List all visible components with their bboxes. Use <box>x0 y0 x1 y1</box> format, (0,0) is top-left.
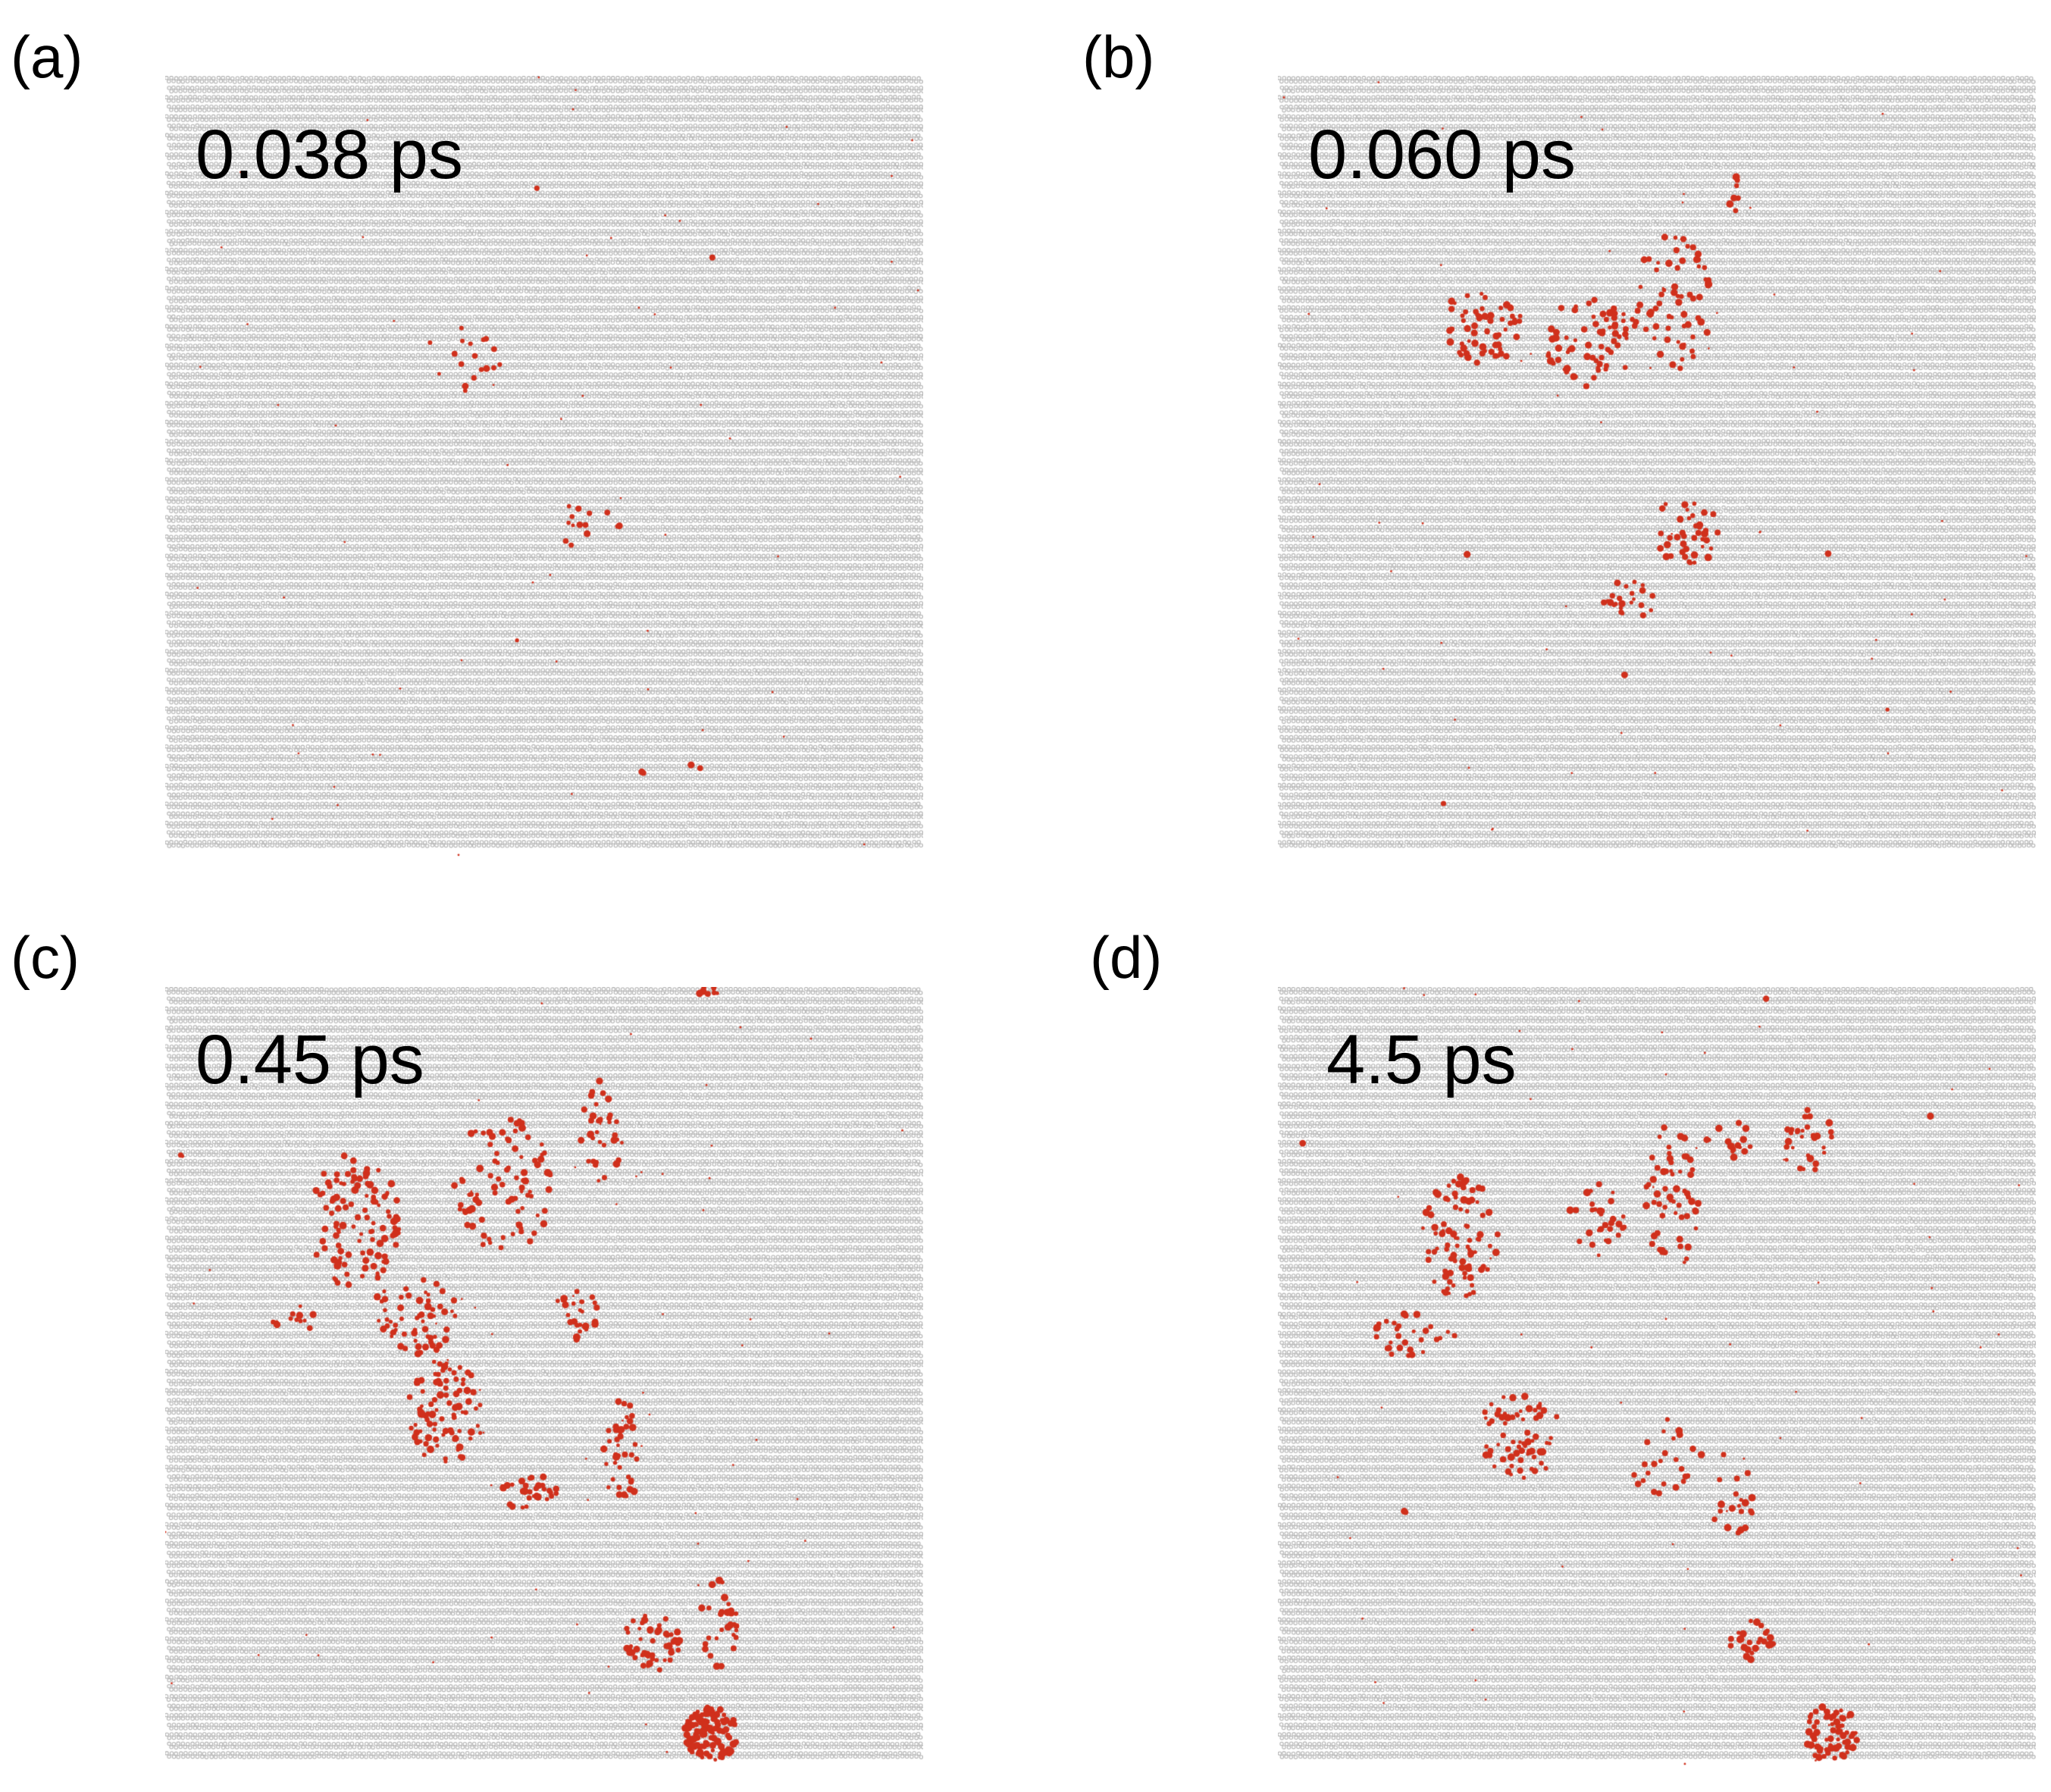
panel-d-atom-snapshot <box>1278 987 2036 1768</box>
panel-b-time-label: 0.060 ps <box>1308 116 1576 193</box>
panel-b-atom-snapshot <box>1278 76 2036 857</box>
panel-c-time-label: 0.45 ps <box>196 1021 424 1098</box>
panel-c-atom-snapshot <box>165 987 923 1768</box>
panel-a-label: (a) <box>11 23 83 90</box>
panel-a-atom-snapshot <box>165 76 923 857</box>
panel-b-atom-canvas <box>1278 76 2036 857</box>
panel-d-atom-canvas <box>1278 987 2036 1768</box>
panel-b-label: (b) <box>1082 23 1155 90</box>
panel-d-label: (d) <box>1090 924 1163 991</box>
panel-a-atom-canvas <box>165 76 923 857</box>
panel-a-time-label: 0.038 ps <box>196 116 463 193</box>
panel-d-time-label: 4.5 ps <box>1326 1021 1517 1098</box>
panel-c-label: (c) <box>11 924 80 991</box>
panel-c-atom-canvas <box>165 987 923 1768</box>
